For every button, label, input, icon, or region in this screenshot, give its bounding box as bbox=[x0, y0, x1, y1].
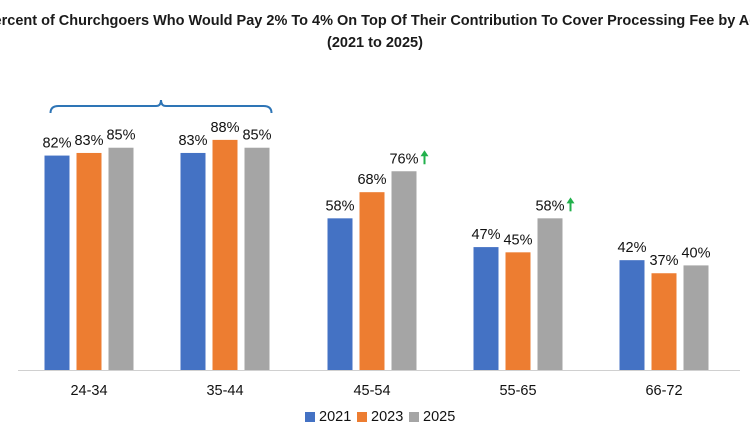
data-label-55-65-2023: 45% bbox=[503, 232, 532, 248]
grouping-bracket bbox=[49, 99, 273, 114]
bar-35-44-2025 bbox=[244, 147, 270, 370]
bar-35-44-2023 bbox=[212, 139, 238, 370]
data-label-35-44-2021: 83% bbox=[178, 133, 207, 149]
bar-24-34-2021 bbox=[44, 155, 70, 370]
data-label-45-54-2023: 68% bbox=[357, 172, 386, 188]
data-label-45-54-2021: 58% bbox=[325, 198, 354, 214]
x-tick-35-44: 35-44 bbox=[206, 383, 243, 399]
legend-swatch-2023 bbox=[357, 412, 367, 422]
bar-55-65-2021 bbox=[473, 247, 499, 370]
x-tick-24-34: 24-34 bbox=[70, 383, 107, 399]
x-tick-55-65: 55-65 bbox=[499, 383, 536, 399]
bar-24-34-2023 bbox=[76, 152, 102, 370]
x-tick-66-72: 66-72 bbox=[645, 383, 682, 399]
bar-66-72-2023 bbox=[651, 273, 677, 370]
chart-title-line-1: Percent of Churchgoers Who Would Pay 2% … bbox=[0, 13, 750, 29]
chart-title-line-2: (2021 to 2025) bbox=[327, 35, 423, 51]
legend-label-2021: 2021 bbox=[319, 409, 351, 425]
bar-45-54-2023 bbox=[359, 192, 385, 370]
bar-45-54-2021 bbox=[327, 218, 353, 370]
data-label-66-72-2025: 40% bbox=[681, 245, 710, 261]
data-label-35-44-2023: 88% bbox=[210, 120, 239, 136]
bar-66-72-2025 bbox=[683, 265, 709, 370]
data-label-66-72-2021: 42% bbox=[617, 240, 646, 256]
bar-45-54-2025 bbox=[391, 171, 417, 370]
legend-swatch-2021 bbox=[305, 412, 315, 422]
bar-55-65-2023 bbox=[505, 252, 531, 370]
data-label-35-44-2025: 85% bbox=[242, 128, 271, 144]
data-label-66-72-2023: 37% bbox=[649, 253, 678, 269]
data-label-45-54-2025: 76% bbox=[389, 151, 418, 167]
up-arrow-head-icon bbox=[566, 197, 575, 204]
x-tick-45-54: 45-54 bbox=[353, 383, 390, 399]
bar-55-65-2025 bbox=[537, 218, 563, 370]
data-label-55-65-2021: 47% bbox=[471, 227, 500, 243]
bar-66-72-2021 bbox=[619, 260, 645, 370]
data-label-24-34-2025: 85% bbox=[106, 128, 135, 144]
bar-35-44-2021 bbox=[180, 152, 206, 370]
up-arrow-head-icon bbox=[420, 150, 429, 157]
legend: 2021 2023 2025 bbox=[305, 409, 455, 425]
legend-label-2023: 2023 bbox=[371, 409, 403, 425]
legend-swatch-2025 bbox=[409, 412, 419, 422]
data-label-55-65-2025: 58% bbox=[535, 198, 564, 214]
bar-24-34-2025 bbox=[108, 147, 134, 370]
legend-label-2025: 2025 bbox=[423, 409, 455, 425]
data-label-24-34-2023: 83% bbox=[74, 133, 103, 149]
data-label-24-34-2021: 82% bbox=[42, 136, 71, 152]
